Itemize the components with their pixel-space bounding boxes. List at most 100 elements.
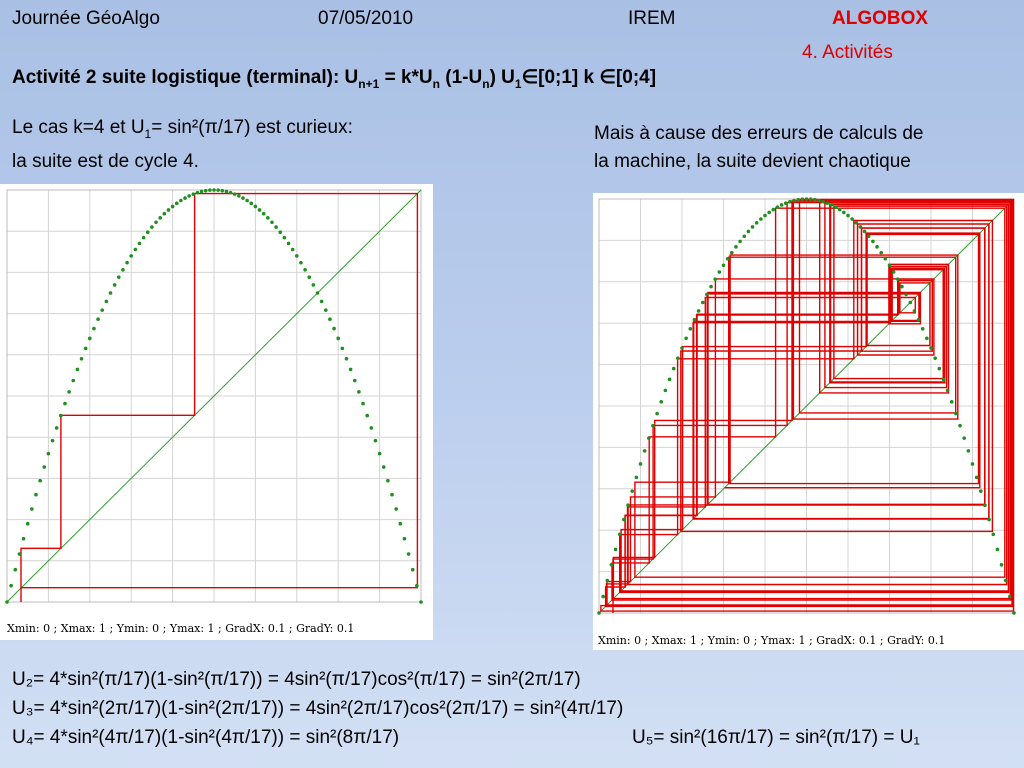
curve-point (96, 317, 100, 321)
curve-point (266, 216, 270, 220)
curve-point (938, 367, 942, 371)
curve-point (71, 379, 75, 383)
curve-point (419, 600, 423, 604)
curve-point (5, 600, 9, 604)
curve-point (357, 390, 361, 394)
curve-point (925, 336, 929, 340)
formulas: U₂= 4*sin²(π/17)(1-sin²(π/17)) = 4sin²(π… (12, 665, 623, 752)
curve-point (788, 200, 792, 204)
curve-point (287, 242, 291, 246)
curve-point (776, 205, 780, 209)
curve-point (962, 436, 966, 440)
curve-point (299, 261, 303, 265)
curve-point (192, 192, 196, 196)
curve-point (950, 400, 954, 404)
curve-point (713, 277, 717, 281)
curve-point (863, 230, 867, 234)
curve-point (175, 202, 179, 206)
curve-point (63, 402, 67, 406)
curve-point (867, 234, 871, 238)
curve-point (987, 518, 991, 522)
curve-point (270, 221, 274, 225)
curve-point (1000, 563, 1004, 567)
curve-point (622, 518, 626, 522)
curve-point (875, 245, 879, 249)
left-graph-caption: Xmin: 0 ; Xmax: 1 ; Ymin: 0 ; Ymax: 1 ; … (7, 622, 354, 635)
curve-point (283, 236, 287, 240)
curve-point (996, 548, 1000, 552)
curve-point (212, 188, 216, 192)
curve-point (846, 214, 850, 218)
header-product: ALGOBOX (832, 8, 928, 30)
curve-point (378, 452, 382, 456)
curve-point (751, 225, 755, 229)
curve-point (958, 424, 962, 428)
curve-point (121, 268, 125, 272)
curve-point (684, 336, 688, 340)
curve-point (610, 563, 614, 567)
curve-point (933, 356, 937, 360)
curve-point (921, 327, 925, 331)
curve-point (200, 190, 204, 194)
left-line-2: la suite est de cycle 4. (12, 148, 353, 176)
slide-title: Activité 2 suite logistique (terminal): … (12, 66, 656, 91)
curve-point (361, 402, 365, 406)
curve-point (975, 476, 979, 480)
formula-u2: U₂= 4*sin²(π/17)(1-sin²(π/17)) = 4sin²(π… (12, 665, 623, 694)
curve-point (879, 251, 883, 255)
curve-point (167, 208, 171, 212)
curve-point (324, 308, 328, 312)
curve-point (254, 205, 258, 209)
curve-point (908, 301, 912, 305)
curve-point (390, 493, 394, 497)
curve-point (626, 503, 630, 507)
curve-point (241, 196, 245, 200)
curve-point (125, 261, 129, 265)
curve-point (651, 424, 655, 428)
curve-point (42, 465, 46, 469)
curve-point (92, 327, 96, 331)
curve-point (676, 356, 680, 360)
curve-point (154, 221, 158, 225)
curve-point (84, 347, 88, 351)
curve-point (365, 414, 369, 418)
curve-point (647, 436, 651, 440)
curve-point (689, 327, 693, 331)
curve-point (216, 188, 220, 192)
curve-point (983, 503, 987, 507)
curve-point (855, 221, 859, 225)
curve-point (415, 584, 419, 588)
curve-point (382, 465, 386, 469)
formula-u3: U₃= 4*sin²(2π/17)(1-sin²(2π/17)) = 4sin²… (12, 694, 623, 723)
curve-point (204, 189, 208, 193)
curve-point (763, 214, 767, 218)
curve-point (792, 199, 796, 203)
header-date: 07/05/2010 (318, 8, 413, 30)
curve-point (884, 257, 888, 261)
curve-point (850, 217, 854, 221)
curve-point (274, 225, 278, 229)
curve-point (759, 217, 763, 221)
curve-point (80, 357, 84, 361)
curve-point (742, 234, 746, 238)
curve-point (672, 367, 676, 371)
curve-point (336, 337, 340, 341)
curve-point (664, 389, 668, 393)
curve-point (229, 191, 233, 195)
curve-point (659, 400, 663, 404)
curve-point (709, 285, 713, 289)
curve-point (904, 293, 908, 297)
curve-point (158, 216, 162, 220)
curve-point (780, 203, 784, 207)
curve-point (109, 291, 113, 295)
curve-point (386, 479, 390, 483)
curve-point (18, 552, 22, 556)
curve-point (942, 378, 946, 382)
curve-point (51, 439, 55, 443)
curve-point (258, 208, 262, 212)
curve-point (394, 507, 398, 511)
curve-point (38, 479, 42, 483)
curve-point (278, 230, 282, 234)
curve-point (805, 197, 809, 201)
curve-point (979, 489, 983, 493)
